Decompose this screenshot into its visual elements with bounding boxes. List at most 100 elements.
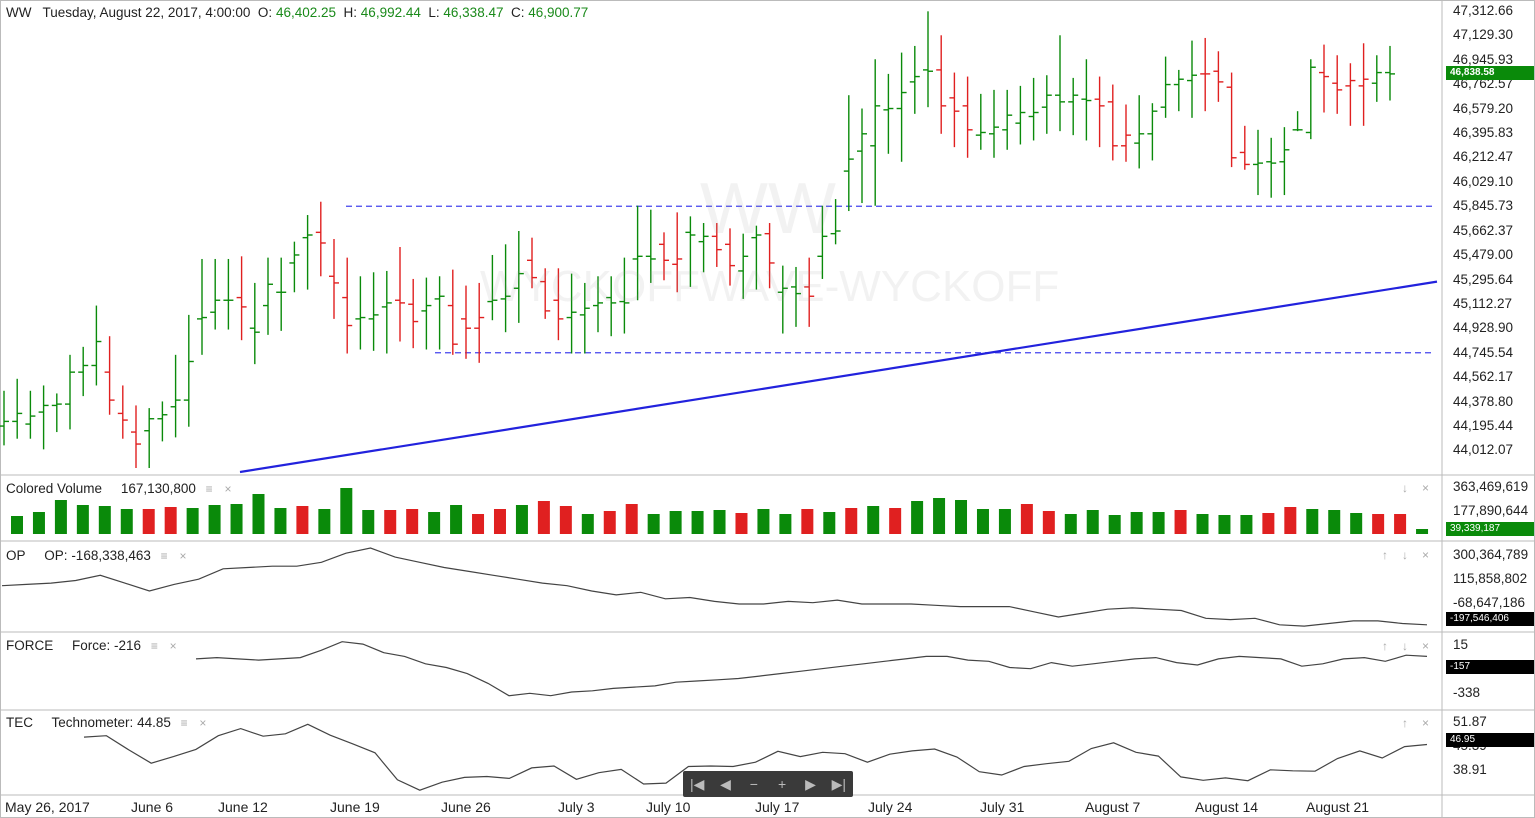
op-down-icon[interactable]: ↓ — [1402, 548, 1408, 562]
op-close-icon[interactable]: × — [179, 549, 187, 563]
low-value: 46,338.47 — [443, 5, 504, 20]
ohlc-bar — [210, 258, 221, 330]
date-tick: August 21 — [1306, 799, 1370, 815]
price-tick: 46,579.20 — [1453, 100, 1514, 116]
volume-bar — [845, 508, 858, 534]
ohlc-bar — [276, 257, 287, 331]
volume-gear-icon[interactable]: ≡ — [205, 482, 213, 496]
ohlc-bar — [1055, 35, 1065, 132]
volume-panel[interactable] — [11, 488, 1429, 534]
open-label: O: — [257, 5, 273, 20]
force-down-icon[interactable]: ↓ — [1402, 639, 1408, 653]
ohlc-bar — [1081, 59, 1092, 141]
force-tick-1: -338 — [1453, 685, 1481, 700]
ohlc-bar — [183, 314, 194, 427]
tec-remove-icon[interactable]: × — [1422, 716, 1430, 730]
ohlc-bar — [817, 205, 828, 279]
volume-bar — [186, 508, 199, 534]
date-tick: June 19 — [330, 799, 380, 815]
ohlc-bar — [593, 276, 603, 333]
force-remove-icon[interactable]: × — [1422, 639, 1430, 653]
date-tick: July 31 — [980, 799, 1025, 815]
ohlc-bar — [421, 277, 432, 350]
nav-next-button[interactable]: ▶ — [805, 775, 816, 792]
tec-panel[interactable] — [83, 723, 1428, 791]
close-label: C: — [510, 5, 525, 20]
volume-remove-icon[interactable]: × — [1422, 481, 1430, 495]
volume-bar — [801, 509, 814, 534]
volume-bar — [120, 509, 133, 534]
force-value: -216 — [114, 638, 142, 653]
volume-bar — [823, 512, 836, 534]
price-panel[interactable] — [0, 11, 1438, 474]
ohlc-bar — [1147, 103, 1158, 161]
volume-bar — [867, 506, 880, 534]
volume-bar — [450, 505, 463, 534]
volume-bar — [933, 498, 946, 534]
tec-gear-icon[interactable]: ≡ — [180, 716, 188, 730]
volume-bar — [889, 508, 902, 534]
ohlc-bar — [263, 257, 273, 335]
force-line — [195, 641, 1428, 697]
force-gear-icon[interactable]: ≡ — [150, 639, 158, 653]
low-label: L: — [428, 5, 440, 20]
ohlc-bar — [1292, 111, 1303, 132]
force-close-icon[interactable]: × — [169, 639, 177, 653]
ohlc-bar — [1358, 43, 1369, 126]
ohlc-bar — [975, 93, 986, 150]
op-last-tag: -197,546,406 — [1446, 612, 1534, 626]
nav-prev-button[interactable]: ◀ — [720, 775, 731, 792]
ohlc-bar — [395, 246, 405, 342]
nav-first-button[interactable]: |◀ — [689, 775, 705, 792]
nav-last-button[interactable]: ▶| — [831, 775, 846, 792]
ohlc-bar — [461, 285, 471, 359]
nav-zoom-in-button[interactable]: + — [778, 776, 787, 792]
ohlc-bar — [777, 265, 788, 334]
volume-down-icon[interactable]: ↓ — [1402, 481, 1408, 495]
volume-bar — [1020, 504, 1033, 534]
volume-close-icon[interactable]: × — [224, 482, 232, 496]
op-remove-icon[interactable]: × — [1422, 548, 1430, 562]
force-up-icon[interactable]: ↑ — [1382, 639, 1388, 653]
ohlc-bar — [896, 52, 907, 162]
volume-tick-top: 363,469,619 — [1453, 479, 1529, 494]
volume-last-tag: 39,339,187 — [1446, 522, 1534, 536]
volume-header: Colored Volume 167,130,800 ≡ × — [6, 481, 231, 496]
volume-bar — [1394, 514, 1407, 534]
op-up-icon[interactable]: ↑ — [1382, 548, 1388, 562]
date-tick: July 17 — [755, 799, 800, 815]
price-header: WW Tuesday, August 22, 2017, 4:00:00 O: … — [6, 5, 588, 20]
ohlc-bar — [1134, 95, 1145, 169]
tec-name: TEC — [6, 715, 33, 730]
op-gear-icon[interactable]: ≡ — [160, 549, 168, 563]
volume-bar — [1240, 515, 1253, 534]
tec-close-icon[interactable]: × — [199, 716, 207, 730]
ohlc-bar — [236, 256, 247, 341]
ohlc-bar — [1094, 76, 1105, 148]
ohlc-bar — [0, 390, 9, 446]
ohlc-bar — [1121, 104, 1131, 162]
ohlc-bar — [131, 405, 141, 469]
ohlc-bar — [553, 268, 564, 341]
op-panel[interactable] — [1, 547, 1428, 627]
nav-zoom-out-button[interactable]: − — [749, 776, 758, 792]
op-label: OP: — [44, 548, 68, 563]
ohlc-bar — [1068, 77, 1079, 136]
force-label: Force: — [72, 638, 111, 653]
force-panel[interactable] — [195, 641, 1428, 697]
ohlc-bar — [566, 273, 577, 354]
volume-bar — [384, 510, 397, 534]
tec-up-icon[interactable]: ↑ — [1402, 716, 1408, 730]
date-tick: May 26, 2017 — [5, 799, 90, 815]
price-tick: 46,945.93 — [1453, 51, 1514, 67]
watermark-symbol: WW — [700, 169, 836, 249]
volume-bar — [11, 516, 23, 534]
ohlc-bar — [962, 76, 973, 158]
ohlc-bar — [91, 305, 102, 386]
price-tick: 44,378.80 — [1453, 393, 1514, 409]
volume-bar — [669, 511, 682, 534]
ohlc-bar — [157, 401, 168, 442]
volume-bar — [1064, 514, 1077, 534]
ohlc-bar — [1041, 75, 1052, 134]
